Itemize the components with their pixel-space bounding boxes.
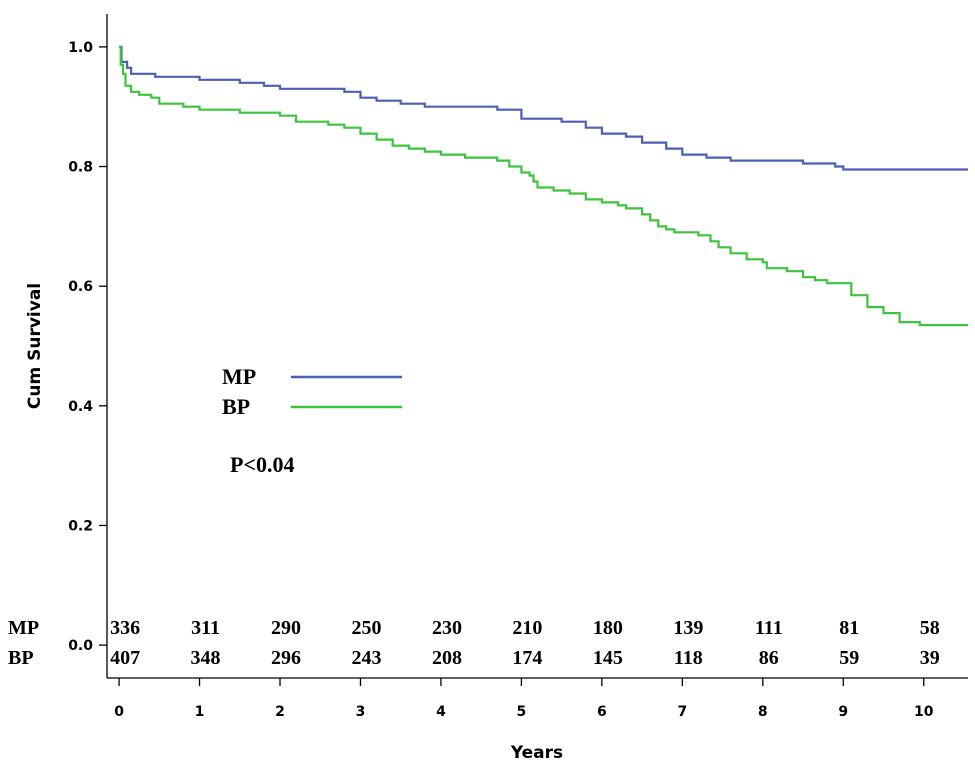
x-tick-label: 2 — [275, 704, 285, 720]
y-tick-label: 0.6 — [68, 279, 93, 295]
y-tick-label: 0.2 — [68, 518, 93, 534]
x-axis-title: Years — [510, 743, 563, 763]
risk-count: 81 — [839, 617, 859, 639]
legend-label-mp: MP — [222, 364, 256, 389]
series-line-mp — [119, 45, 968, 171]
risk-count: 139 — [673, 617, 703, 639]
y-tick-label: 0.4 — [68, 399, 93, 415]
risk-count: 180 — [593, 617, 623, 639]
risk-count: 290 — [271, 617, 301, 639]
risk-count: 311 — [191, 617, 220, 639]
risk-count: 407 — [110, 647, 140, 669]
risk-count: 243 — [351, 647, 381, 669]
y-axis-title: Cum Survival — [25, 283, 45, 409]
x-tick-label: 4 — [436, 704, 446, 720]
x-tick-label: 9 — [838, 704, 848, 720]
y-tick-label: 0.8 — [68, 160, 93, 176]
risk-count: 336 — [110, 617, 140, 639]
x-tick-label: 1 — [195, 704, 205, 720]
x-tick-label: 3 — [356, 704, 366, 720]
risk-count: 39 — [920, 647, 940, 669]
risk-count: 118 — [674, 647, 703, 669]
p-value-annotation: P<0.04 — [230, 452, 294, 477]
x-tick-label: 7 — [677, 704, 687, 720]
risk-table: MP 336 311 290 250 230 210 180 139 111 81 58 BP 407 34… — [8, 617, 940, 669]
risk-count: 145 — [593, 647, 623, 669]
risk-count: 58 — [920, 617, 940, 639]
risk-count: 250 — [351, 617, 381, 639]
series-layer — [119, 45, 968, 327]
x-tick-label: 0 — [114, 704, 124, 720]
risk-count: 111 — [755, 617, 783, 639]
risk-count: 86 — [759, 647, 779, 669]
y-tick-label: 0.0 — [68, 638, 93, 654]
series-line-bp — [119, 45, 968, 327]
risk-count: 348 — [191, 647, 221, 669]
y-tick-label: 1.0 — [68, 40, 93, 56]
x-tick-label: 6 — [597, 704, 607, 720]
risk-count: 59 — [839, 647, 859, 669]
risk-count: 174 — [512, 647, 542, 669]
legend-label-bp: BP — [222, 394, 250, 419]
axes: 0.0 0.2 0.4 0.6 0.8 1.0 0 1 2 3 4 5 6 7 8 9 10 Years Cum S… — [25, 14, 968, 763]
x-tick-label: 5 — [517, 704, 527, 720]
legend: MP BP — [222, 364, 402, 419]
risk-row-label: MP — [8, 617, 39, 639]
risk-count: 230 — [432, 617, 462, 639]
x-tick-label: 10 — [914, 704, 934, 720]
risk-count: 208 — [432, 647, 462, 669]
risk-row-label: BP — [8, 647, 34, 669]
risk-count: 296 — [271, 647, 301, 669]
risk-count: 210 — [512, 617, 542, 639]
x-tick-label: 8 — [758, 704, 768, 720]
